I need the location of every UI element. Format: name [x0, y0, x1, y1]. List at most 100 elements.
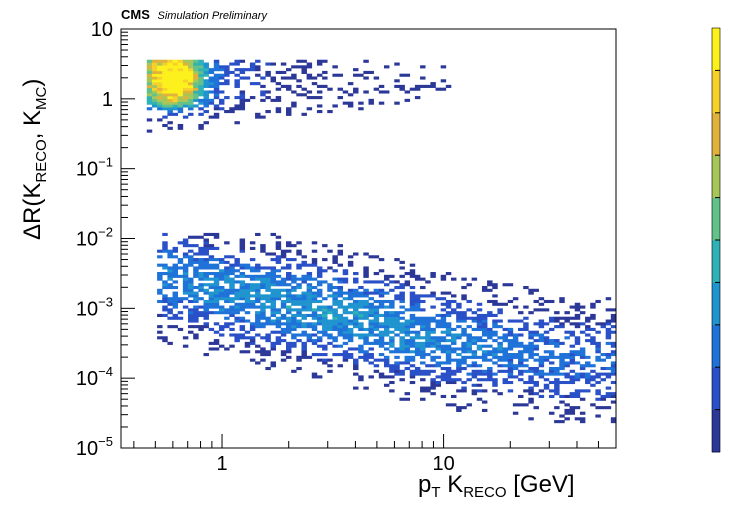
heatmap-cell [229, 277, 235, 281]
heatmap-cell [383, 364, 390, 368]
heatmap-cell [590, 375, 596, 379]
heatmap-cell [188, 249, 194, 253]
heatmap-cell [440, 291, 447, 295]
svg-text:ΔR(KRECO, KMC): ΔR(KRECO, KMC) [19, 79, 50, 240]
heatmap-cell [255, 311, 261, 315]
heatmap-cell [193, 70, 199, 74]
heatmap-cell [239, 333, 246, 337]
heatmap-cell [327, 322, 333, 326]
colorbar-segment [712, 56, 720, 64]
heatmap-cell [239, 98, 246, 102]
heatmap-cell [543, 339, 550, 343]
heatmap-cell [157, 104, 163, 108]
heatmap-cell [265, 322, 271, 326]
heatmap-cell [533, 406, 539, 410]
heatmap-cell [399, 299, 405, 304]
heatmap-cell [177, 110, 184, 114]
heatmap-cell [239, 291, 246, 295]
heatmap-cell [456, 389, 462, 393]
heatmap-cell [182, 285, 189, 290]
heatmap-cell [456, 361, 462, 365]
heatmap-cell [151, 65, 158, 69]
heatmap-cell [188, 330, 194, 334]
heatmap-cell [409, 272, 416, 276]
heatmap-cell [554, 311, 560, 315]
heatmap-cell [311, 277, 318, 281]
heatmap-cell [296, 241, 302, 245]
heatmap-cell [378, 258, 385, 262]
heatmap-cell [378, 291, 385, 295]
heatmap-cell [574, 394, 581, 399]
heatmap-cell [378, 339, 385, 343]
heatmap-cell [234, 297, 240, 301]
heatmap-cell [414, 369, 421, 373]
heatmap-cell [518, 319, 524, 323]
heatmap-cell [492, 383, 498, 387]
heatmap-cell [590, 369, 596, 373]
heatmap-cell [559, 394, 565, 399]
heatmap-cell [337, 319, 344, 323]
heatmap-cell [445, 330, 452, 334]
heatmap-cell [523, 327, 529, 331]
heatmap-cell [260, 347, 266, 351]
heatmap-cell [518, 358, 524, 362]
heatmap-cell [590, 339, 596, 343]
heatmap-cell [239, 70, 246, 74]
heatmap-cell [265, 316, 271, 320]
heatmap-cell [585, 375, 591, 379]
heatmap-cell [409, 344, 416, 348]
heatmap-cell [255, 316, 261, 320]
heatmap-cell [373, 341, 380, 345]
heatmap-cell [461, 285, 467, 290]
heatmap-cell [445, 291, 452, 295]
heatmap-cell [213, 90, 220, 94]
heatmap-cell [172, 263, 179, 267]
heatmap-cell [605, 327, 612, 331]
heatmap-cell [265, 299, 271, 304]
heatmap-cell [368, 302, 374, 306]
heatmap-cell [481, 313, 488, 318]
heatmap-cell [564, 364, 570, 368]
heatmap-cell [172, 96, 179, 100]
heatmap-cell [286, 274, 292, 278]
heatmap-cell [301, 297, 307, 301]
heatmap-cell [548, 327, 555, 331]
heatmap-cell [456, 366, 462, 371]
heatmap-cell [244, 285, 251, 290]
heatmap-cell [306, 274, 313, 278]
heatmap-cell [193, 299, 199, 304]
heatmap-cell [280, 277, 287, 281]
heatmap-cell [451, 403, 457, 407]
heatmap-cell [177, 274, 184, 278]
heatmap-cell [481, 288, 488, 292]
heatmap-cell [182, 297, 189, 301]
heatmap-cell [507, 358, 514, 362]
heatmap-cell [249, 358, 256, 362]
heatmap-cell [414, 319, 421, 323]
heatmap-cell [306, 65, 313, 69]
heatmap-cell [528, 350, 534, 354]
heatmap-cell [435, 297, 441, 301]
heatmap-cell [435, 319, 441, 323]
heatmap-cell [177, 104, 184, 108]
heatmap-cell [260, 90, 266, 94]
heatmap-cell [476, 313, 483, 318]
heatmap-cell [280, 339, 287, 343]
heatmap-cell [420, 308, 426, 312]
heatmap-cell [512, 353, 519, 357]
heatmap-cell [564, 375, 570, 379]
heatmap-cell [507, 341, 514, 345]
heatmap-cell [280, 299, 287, 304]
heatmap-cell [368, 255, 374, 259]
heatmap-cell [260, 322, 266, 326]
heatmap-cell [280, 62, 287, 66]
heatmap-cell [234, 336, 240, 340]
heatmap-cell [595, 397, 601, 401]
heatmap-cell [585, 378, 591, 382]
heatmap-cell [162, 101, 168, 105]
heatmap-cell [358, 313, 364, 318]
heatmap-cell [481, 378, 488, 382]
heatmap-cell [157, 68, 163, 72]
heatmap-cell [218, 291, 225, 295]
heatmap-cell [368, 291, 374, 295]
